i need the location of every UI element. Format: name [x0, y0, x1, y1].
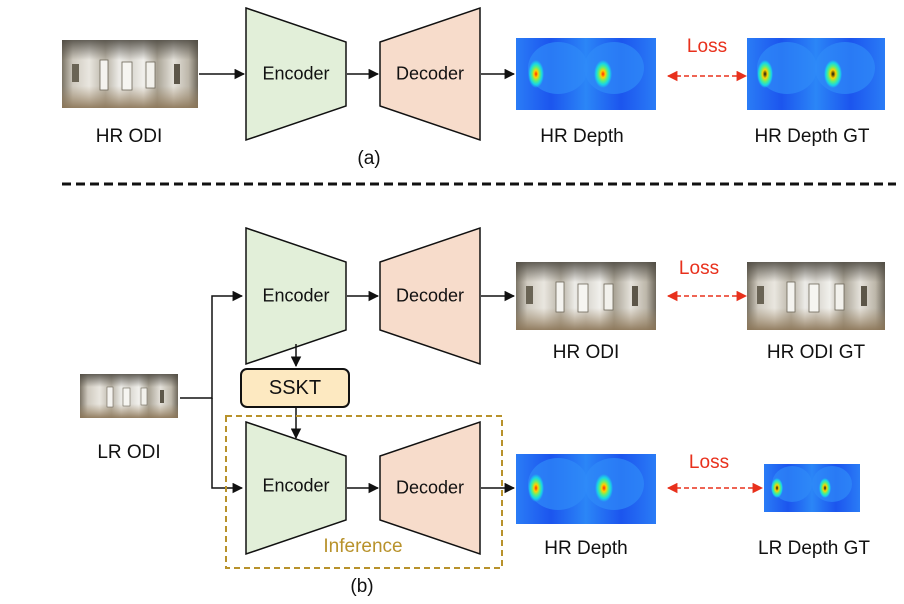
arrow-input-to-bottom-encoder — [211, 398, 244, 494]
panel-b — [80, 226, 885, 569]
decoder-label-b-top: Decoder — [395, 285, 465, 306]
hr-depth-image-a — [516, 38, 656, 110]
lr-odi-label: LR ODI — [97, 442, 161, 463]
caption-b: (b) — [350, 576, 374, 597]
encoder-block-b-bottom — [245, 420, 347, 556]
loss-label-b-bottom: Loss — [688, 452, 730, 473]
decoder-block-b-top — [379, 226, 481, 366]
hr-depth-label-b: HR Depth — [544, 538, 628, 559]
decoder-label-b-bottom: Decoder — [395, 477, 465, 498]
encoder-block-a — [245, 6, 347, 142]
inference-label: Inference — [323, 536, 403, 557]
lr-odi-image — [80, 374, 178, 418]
encoder-label-b-bottom: Encoder — [262, 475, 330, 496]
hr-depth-image-b — [516, 454, 656, 524]
hr-odi-output-image — [516, 262, 656, 330]
hr-odi-image-a — [62, 40, 198, 108]
encoder-block-b-top — [245, 226, 347, 366]
arrow-input-to-top-encoder — [180, 290, 244, 399]
encoder-label-b-top: Encoder — [262, 285, 330, 306]
encoder-label-a: Encoder — [262, 63, 330, 84]
decoder-label-a: Decoder — [395, 63, 465, 84]
hr-odi-label-b: HR ODI — [552, 342, 620, 363]
loss-label-a: Loss — [686, 36, 728, 57]
sskt-module: SSKT — [240, 368, 350, 408]
lr-depth-gt-image — [764, 464, 860, 512]
hr-odi-gt-label: HR ODI GT — [766, 342, 866, 363]
panel-a — [62, 6, 885, 142]
decoder-block-b-bottom — [379, 420, 481, 556]
hr-odi-gt-image — [747, 262, 885, 330]
hr-depth-label-a: HR Depth — [540, 126, 624, 147]
hr-depth-gt-image-a — [747, 38, 885, 110]
loss-label-b-top: Loss — [678, 258, 720, 279]
hr-depth-gt-label-a: HR Depth GT — [754, 126, 870, 147]
lr-depth-gt-label: LR Depth GT — [758, 538, 870, 559]
inference-box — [225, 415, 503, 569]
decoder-block-a — [379, 6, 481, 142]
hr-odi-label-a: HR ODI — [95, 126, 163, 147]
caption-a: (a) — [357, 148, 381, 169]
